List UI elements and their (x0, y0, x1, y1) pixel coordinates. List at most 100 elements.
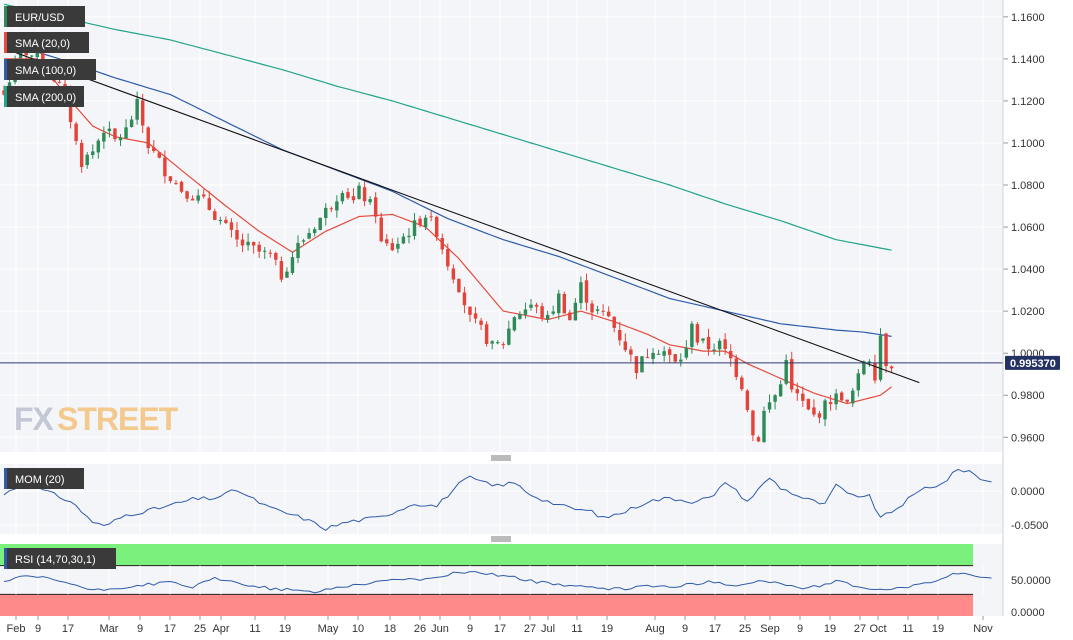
candle-body (107, 128, 112, 132)
x-tick-label: Aug (645, 623, 665, 635)
x-tick-label: 19 (279, 623, 291, 635)
candle-body (656, 353, 661, 355)
candlesticks (2, 42, 894, 443)
x-tick-label: Jul (541, 623, 555, 635)
legend-eurusd-swatch (4, 6, 7, 27)
fxstreet-watermark: FX STREET (14, 401, 180, 437)
legend-sma200-swatch (4, 86, 7, 107)
pane-resize-handle-1[interactable] (0, 452, 1003, 464)
legend-mom-label: MOM (20) (15, 474, 65, 486)
candle-body (434, 216, 439, 237)
candle-body (856, 373, 861, 391)
candle-body (767, 402, 772, 410)
legend-sma100-label: SMA (100,0) (15, 65, 76, 77)
candle-body (340, 193, 345, 202)
rsi-overbought-zone (0, 544, 973, 566)
candle-body (457, 278, 461, 293)
candle-body (357, 185, 361, 199)
candle-body (124, 127, 128, 139)
y-tick-label: 1.0600 (1011, 222, 1045, 234)
candle-body (606, 311, 611, 317)
legend-rsi-label: RSI (14,70,30,1) (15, 554, 96, 566)
y-tick-label: 1.1000 (1011, 138, 1045, 150)
candle-body (534, 304, 539, 307)
momentum-pane: 0.0000 -0.0500 MOM (20) (0, 464, 1048, 534)
legend-rsi[interactable]: RSI (14,70,30,1) (4, 548, 116, 569)
legend-rsi-box (4, 548, 116, 569)
x-tick-label: 17 (709, 623, 721, 635)
candle-body (307, 233, 311, 239)
y-tick-label: -0.0500 (1011, 520, 1048, 532)
legend-sma20[interactable]: SMA (20,0) (4, 32, 89, 53)
candle-body (496, 342, 500, 344)
candle-body (740, 377, 744, 390)
candle-body (224, 219, 228, 223)
candle-body (867, 361, 872, 363)
candle-body (396, 243, 400, 249)
candle-body (407, 235, 411, 238)
candle-body (695, 324, 700, 343)
candle-body (812, 407, 816, 415)
candle-body (118, 137, 123, 141)
candle-body (834, 393, 838, 405)
candle-body (806, 398, 811, 410)
candle-body (573, 302, 578, 321)
candle-body (96, 140, 101, 153)
last-price-tag-box (1005, 355, 1060, 370)
x-tick-label: 27 (854, 623, 866, 635)
legend-sma200[interactable]: SMA (200,0) (4, 86, 84, 107)
legend-sma200-label: SMA (200,0) (15, 92, 76, 104)
candle-body (701, 338, 705, 341)
candle-body (113, 128, 117, 140)
candle-body (429, 216, 433, 218)
candle-body (268, 252, 272, 254)
rsi-line-layer (3, 571, 992, 594)
resistance-trendline (3, 47, 920, 384)
x-tick-label: 27 (524, 623, 536, 635)
candle-body (279, 261, 284, 280)
y-tick-label: 1.0800 (1011, 180, 1045, 192)
candle-body (623, 341, 628, 351)
last-price-value: 0.995370 (1010, 358, 1056, 370)
candle-body (213, 211, 217, 220)
candle-body (584, 280, 589, 303)
x-tick-label: Apr (212, 623, 229, 635)
legend-eurusd[interactable]: EUR/USD (4, 6, 85, 27)
candle-body (207, 198, 211, 210)
legend-rsi-swatch (4, 548, 7, 569)
pane-resize-handle-2[interactable] (0, 534, 1003, 544)
candle-body (845, 399, 849, 402)
candle-body (479, 320, 483, 325)
candle-body (257, 244, 261, 252)
legend-mom[interactable]: MOM (20) (4, 468, 84, 489)
candle-body (312, 229, 317, 234)
x-tick-label: 26 (414, 623, 426, 635)
candle-body (884, 333, 888, 367)
candle-body (240, 239, 245, 246)
price-horizontal-grid (0, 16, 1003, 438)
candle-body (629, 349, 633, 355)
legend-sma20-swatch (4, 32, 7, 53)
x-tick-label: 9 (797, 623, 803, 635)
candle-body (745, 390, 750, 410)
candle-body (346, 192, 350, 198)
candle-body (368, 199, 372, 203)
x-axis: Feb 9 17 Mar 9 17 25 Apr 11 19 May 10 18 26 Jun 9 17 27 Ju… (7, 616, 993, 635)
candle-body (418, 218, 422, 226)
candle-body (651, 352, 655, 360)
candle-body (817, 413, 822, 418)
candle-body (140, 100, 145, 126)
x-tick-label: 9 (137, 623, 143, 635)
candle-body (102, 132, 106, 142)
legend-sma100[interactable]: SMA (100,0) (4, 59, 96, 80)
candle-body (618, 330, 622, 341)
candle-body (557, 293, 561, 314)
candle-body (129, 119, 134, 127)
momentum-y-axis: 0.0000 -0.0500 (1011, 486, 1048, 532)
y-tick-label: 1.0200 (1011, 306, 1045, 318)
momentum-plot-background (0, 464, 1003, 534)
x-tick-label: 11 (249, 623, 260, 635)
legend-sma100-swatch (4, 59, 7, 80)
x-tick-label: 10 (352, 623, 364, 635)
